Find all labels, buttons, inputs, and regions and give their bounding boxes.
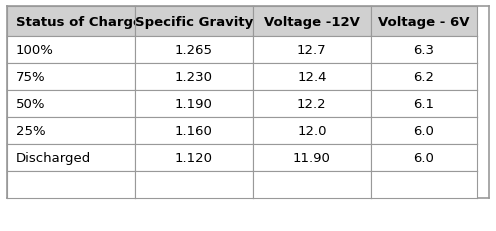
- Text: 6.1: 6.1: [414, 97, 434, 110]
- Text: 12.4: 12.4: [297, 71, 326, 84]
- Text: 1.120: 1.120: [175, 151, 213, 164]
- Text: 6.3: 6.3: [414, 44, 434, 57]
- Text: 6.0: 6.0: [414, 151, 434, 164]
- Text: 1.265: 1.265: [175, 44, 213, 57]
- Text: 1.230: 1.230: [175, 71, 213, 84]
- Text: 1.160: 1.160: [175, 125, 213, 137]
- Text: 6.0: 6.0: [414, 125, 434, 137]
- Text: 100%: 100%: [16, 44, 54, 57]
- Text: 50%: 50%: [16, 97, 46, 110]
- Text: 12.7: 12.7: [297, 44, 327, 57]
- Text: 25%: 25%: [16, 125, 46, 137]
- Text: 12.0: 12.0: [297, 125, 326, 137]
- Text: 1.190: 1.190: [175, 97, 213, 110]
- Text: Specific Gravity: Specific Gravity: [134, 15, 253, 28]
- Text: 6.2: 6.2: [414, 71, 434, 84]
- Text: Voltage -12V: Voltage -12V: [264, 15, 360, 28]
- Text: Status of Charge: Status of Charge: [16, 15, 142, 28]
- Text: 75%: 75%: [16, 71, 46, 84]
- Text: Discharged: Discharged: [16, 151, 91, 164]
- Text: 11.90: 11.90: [293, 151, 331, 164]
- Text: 12.2: 12.2: [297, 97, 327, 110]
- Text: Voltage - 6V: Voltage - 6V: [378, 15, 470, 28]
